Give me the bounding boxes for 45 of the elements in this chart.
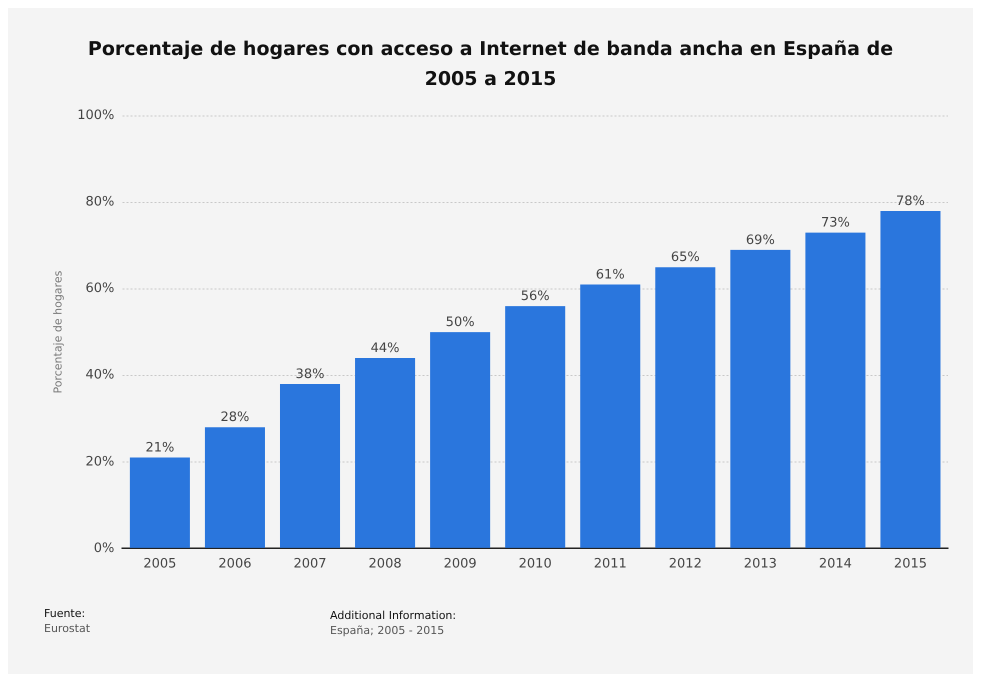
x-tick-label: 2006 [218,556,252,572]
x-tick-label: 2012 [668,556,702,572]
bar [355,358,416,548]
y-tick-label: 20% [85,454,114,470]
text: Additional Information: [330,608,456,623]
data-label: 44% [370,340,400,356]
data-label: 56% [520,289,550,304]
bar [204,427,265,548]
text: Eurostat [44,621,90,636]
bar [430,332,490,548]
y-tick-label: 80% [85,194,114,210]
y-tick-label: 40% [85,368,114,383]
x-tick-label: 2013 [744,556,777,572]
data-label: 69% [746,232,775,248]
chart-title: Porcentaje de hogares con acceso a Internet de banda ancha en España de 2005 a 2015 [86,37,894,92]
x-tick-label: 2005 [143,556,176,572]
x-tick-label: 2007 [293,556,327,572]
x-tick-label: 2008 [368,556,402,572]
data-label: 65% [670,250,700,266]
data-label: 50% [446,314,475,330]
bar [655,267,716,548]
data-label: 78% [896,194,925,209]
bar [280,384,340,548]
bar [730,250,790,548]
data-label: 28% [220,410,250,426]
bar [505,306,566,548]
data-label: 21% [145,440,174,456]
y-tick-label: 60% [85,281,114,296]
bar [805,232,866,548]
data-label: 73% [820,215,850,230]
text: España; 2005 - 2015 [330,623,446,638]
source-note: Fuente: [44,606,86,621]
data-label: 38% [296,366,324,382]
y-axis-title: Porcentaje de hogares [51,270,64,394]
bar [580,284,640,548]
y-tick-label: 100% [77,108,114,124]
x-tick-label: 2009 [444,556,477,572]
y-tick-label: 0% [94,540,114,556]
x-tick-label: 2015 [894,556,928,572]
bar [880,210,940,548]
x-tick-label: 2011 [594,556,627,572]
bar [130,458,190,548]
x-tick-label: 2010 [518,556,552,572]
x-tick-label: 2014 [818,556,852,572]
data-label: 61% [596,267,625,282]
